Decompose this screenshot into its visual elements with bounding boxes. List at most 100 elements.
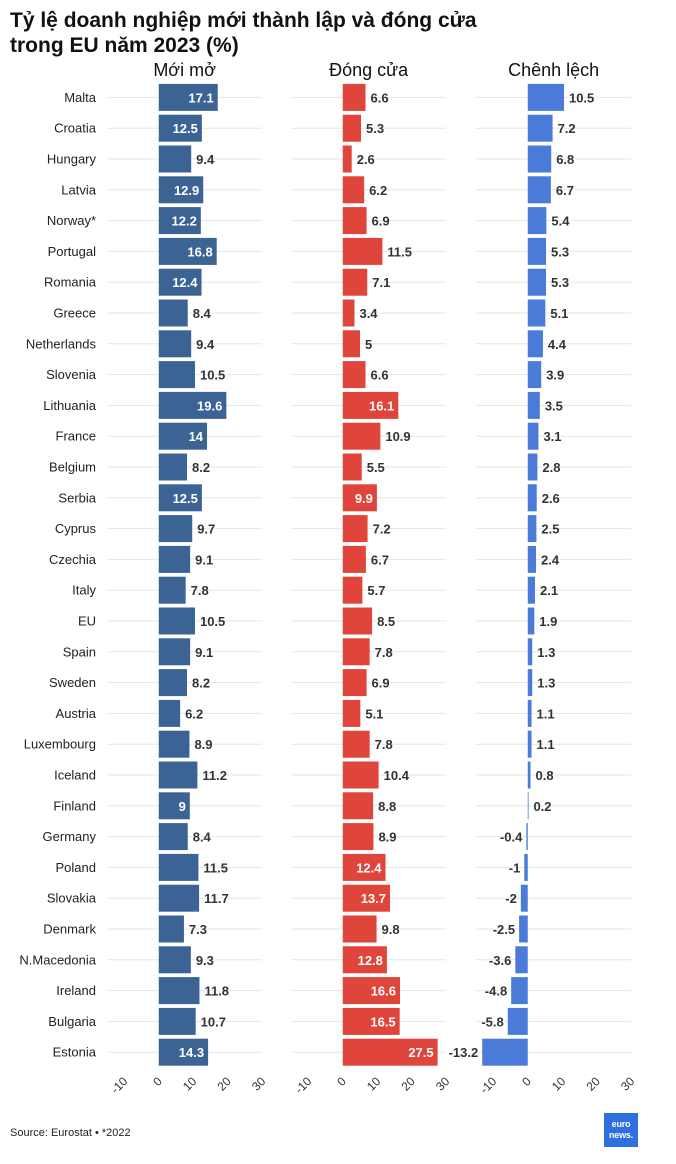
- category-label: Greece: [53, 306, 96, 321]
- logo-text-2: news.: [608, 1130, 633, 1140]
- bar: [158, 176, 204, 204]
- category-label: Slovenia: [46, 367, 97, 382]
- bar: [524, 853, 528, 881]
- data-label: -0.4: [500, 830, 523, 845]
- x-tick-label: 30: [249, 1074, 269, 1094]
- category-label: Austria: [56, 706, 97, 721]
- data-label: 9: [179, 799, 186, 814]
- x-tick-label: 20: [584, 1074, 604, 1094]
- data-label: 19.6: [197, 398, 222, 413]
- x-tick-label: 0: [519, 1074, 534, 1089]
- bar: [158, 761, 198, 789]
- bar: [158, 607, 195, 635]
- bar: [158, 977, 200, 1005]
- data-label: -2.5: [493, 922, 515, 937]
- data-label: 6.7: [371, 552, 389, 567]
- data-label: 8.2: [192, 676, 210, 691]
- bar: [342, 1007, 400, 1035]
- bar: [158, 391, 227, 419]
- data-label: 9.9: [355, 491, 373, 506]
- category-label: Slovakia: [47, 891, 97, 906]
- bar: [342, 607, 373, 635]
- bar: [158, 638, 191, 666]
- data-label: 7.3: [189, 922, 207, 937]
- bar: [342, 792, 374, 820]
- data-label: 1.1: [537, 737, 555, 752]
- bar: [342, 576, 363, 604]
- bar: [342, 699, 361, 727]
- data-label: 1.3: [537, 676, 555, 691]
- data-label: 2.1: [540, 583, 558, 598]
- bar: [158, 576, 186, 604]
- x-tick-label: 20: [399, 1074, 419, 1094]
- data-label: 9.4: [196, 337, 215, 352]
- data-label: 8.5: [377, 614, 395, 629]
- euronews-logo: euro news.: [604, 1113, 638, 1147]
- bar: [158, 669, 188, 697]
- data-label: 14.3: [179, 1045, 204, 1060]
- bar: [511, 977, 528, 1005]
- data-label: 7.8: [375, 737, 393, 752]
- bar: [527, 484, 537, 512]
- x-tick-label: 30: [433, 1074, 453, 1094]
- category-label: Latvia: [61, 182, 96, 197]
- bar: [527, 638, 533, 666]
- data-label: -5.8: [481, 1014, 503, 1029]
- bar: [158, 361, 195, 389]
- data-label: 7.1: [372, 275, 390, 290]
- category-label: Spain: [63, 644, 96, 659]
- bar: [158, 1038, 209, 1066]
- category-label: Ireland: [56, 983, 96, 998]
- chart-title: Tỷ lệ doanh nghiệp mới thành lập và đóng…: [10, 8, 610, 58]
- logo-text-1: euro: [611, 1119, 631, 1129]
- panel-heading: Mới mở: [153, 60, 216, 80]
- bar: [342, 515, 368, 543]
- data-label: 9.1: [195, 552, 213, 567]
- data-label: 16.1: [369, 398, 394, 413]
- data-label: 5.4: [551, 214, 570, 229]
- bar: [158, 114, 202, 142]
- bar: [342, 915, 377, 943]
- data-label: 9.3: [196, 953, 214, 968]
- bar: [158, 823, 188, 851]
- bar: [342, 422, 381, 450]
- data-label: 2.5: [541, 522, 559, 537]
- data-label: 10.7: [201, 1014, 226, 1029]
- category-label: Norway*: [47, 213, 96, 228]
- category-label: France: [56, 429, 96, 444]
- bar: [158, 946, 191, 974]
- data-label: 2.8: [542, 460, 560, 475]
- x-tick-label: 10: [549, 1074, 569, 1094]
- data-label: 11.5: [387, 244, 412, 259]
- data-label: 6.2: [369, 183, 387, 198]
- bar: [342, 145, 352, 173]
- data-label: 16.6: [371, 984, 396, 999]
- data-label: 2.6: [357, 152, 375, 167]
- data-label: 8.8: [378, 799, 396, 814]
- x-tick-label: -10: [477, 1074, 499, 1096]
- bar: [527, 330, 543, 358]
- category-label: Italy: [72, 583, 96, 598]
- bar: [527, 299, 546, 327]
- category-label: Malta: [64, 90, 97, 105]
- bar: [527, 545, 537, 573]
- category-label: Portugal: [48, 244, 97, 259]
- category-label: Estonia: [53, 1045, 97, 1060]
- bar: [342, 853, 386, 881]
- bar: [158, 422, 208, 450]
- x-tick-label: 0: [150, 1074, 165, 1089]
- bar: [342, 669, 367, 697]
- bar: [342, 638, 370, 666]
- data-label: 12.5: [173, 491, 198, 506]
- bar: [527, 391, 540, 419]
- bar: [342, 761, 379, 789]
- data-label: 5.3: [366, 121, 384, 136]
- bar: [527, 176, 551, 204]
- data-label: 8.2: [192, 460, 210, 475]
- data-label: 6.7: [556, 183, 574, 198]
- bar: [342, 83, 366, 111]
- data-label: 2.6: [542, 491, 560, 506]
- data-label: 10.9: [385, 429, 410, 444]
- bar: [515, 946, 528, 974]
- data-label: 12.4: [356, 860, 382, 875]
